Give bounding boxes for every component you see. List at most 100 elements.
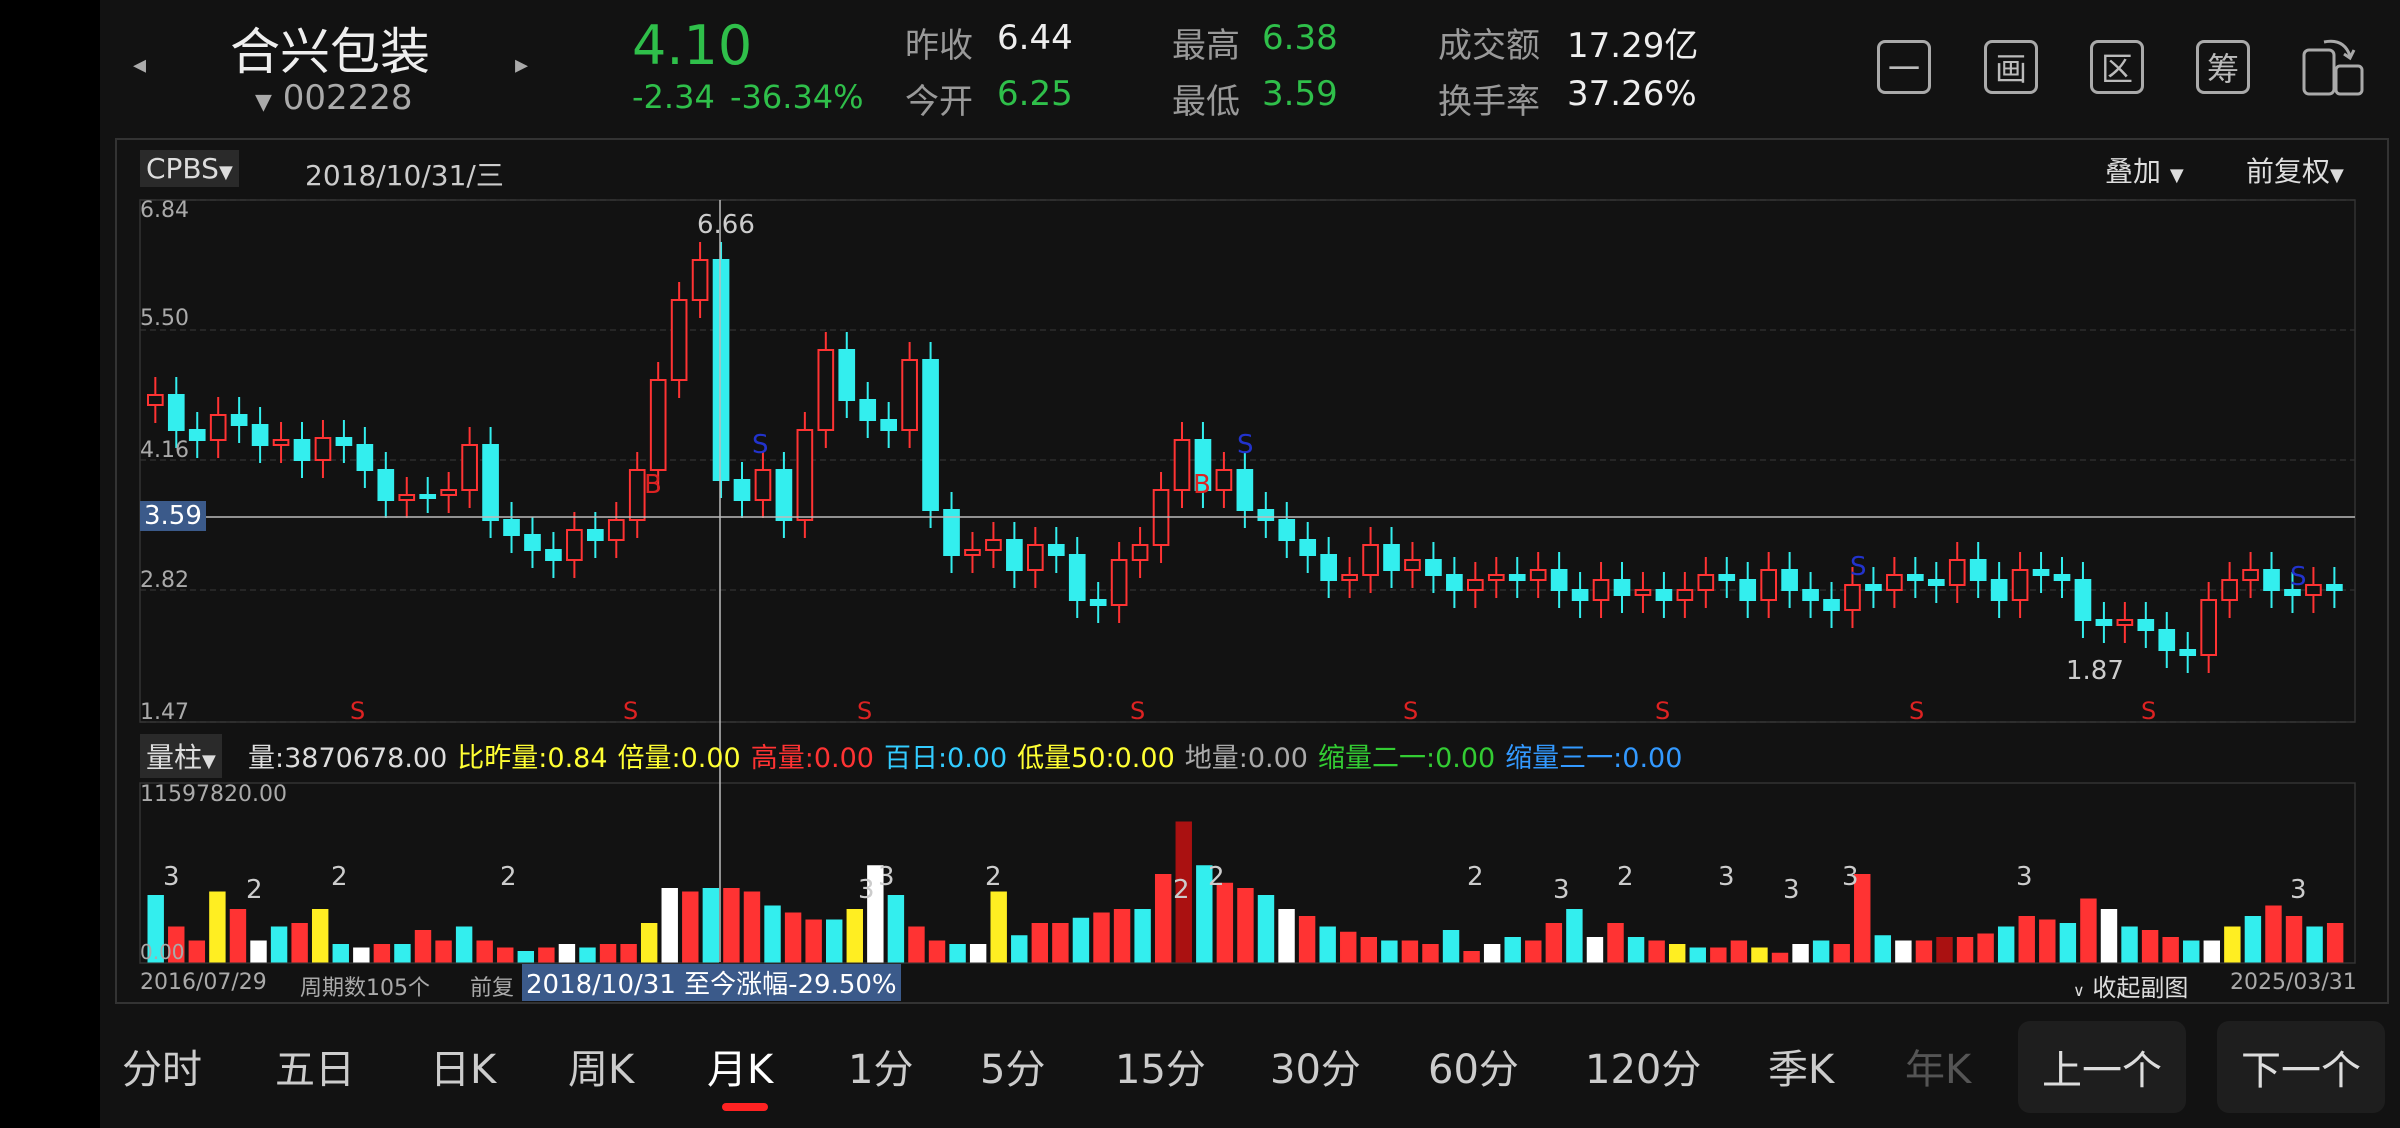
volume-bar (1771, 952, 1789, 963)
tab-15min[interactable]: 15分 (1115, 1047, 1206, 1093)
volume-bar (414, 930, 432, 963)
kline-canvas[interactable] (0, 0, 2400, 1000)
range-tool-button[interactable]: 区 (2090, 40, 2144, 94)
volume-bar (826, 919, 843, 963)
candle-body (796, 429, 814, 521)
volume-indicator-1: 比昨量:0.84 (457, 743, 608, 774)
stock-code-dropdown[interactable]: ▼ 002228 (255, 78, 413, 118)
volume-mark: 2 (331, 862, 348, 892)
collapse-subchart-button[interactable]: ∨ 收起副图 (2073, 974, 2189, 1002)
left-black-strip (0, 0, 100, 1128)
rotate-screen-icon[interactable] (2300, 36, 2366, 102)
volume-bar (599, 944, 617, 963)
volume-bar (497, 947, 514, 963)
line-tool-button[interactable]: 一 (1877, 40, 1931, 94)
volume-bar (1257, 895, 1275, 963)
candle-body (1467, 579, 1484, 591)
volume-bar (2265, 905, 2282, 963)
prev-stock-arrow-icon[interactable]: ◂ (133, 50, 147, 80)
adjust-dropdown[interactable]: 前复权▼ (2246, 155, 2344, 188)
candle-body (922, 359, 939, 511)
volume-bar (969, 944, 987, 963)
volume-bar (1381, 940, 1398, 963)
candle-body (1760, 569, 1778, 601)
tab-monthly[interactable]: 月K (707, 1047, 774, 1093)
candle-body (272, 439, 290, 446)
candle-body (628, 469, 646, 521)
tab-weekly[interactable]: 周K (568, 1047, 635, 1093)
volume-bar (1196, 865, 1213, 963)
tab-yearly[interactable]: 年K (1905, 1047, 1972, 1093)
volume-bar (1792, 944, 1809, 963)
bottom-s-mark: S (1130, 697, 1146, 725)
volume-bar (1854, 874, 1871, 963)
period-tab-bar: 分时 五日 日K 周K 月K 1分 5分 15分 30分 60分 120分 季K… (100, 1015, 2400, 1128)
tab-5min[interactable]: 5分 (980, 1047, 1046, 1093)
tab-120min[interactable]: 120分 (1585, 1047, 1702, 1093)
min-price-label: 1.87 (2066, 656, 2124, 686)
candle-body (1571, 589, 1589, 601)
volume-bar (1278, 909, 1295, 963)
next-stock-arrow-icon[interactable]: ▸ (515, 50, 529, 80)
tab-daily[interactable]: 日K (430, 1047, 497, 1093)
candle-body (1697, 574, 1715, 591)
candle-body (964, 549, 981, 556)
volume-bar (1401, 940, 1419, 963)
candle-body (2242, 569, 2259, 581)
overlay-dropdown[interactable]: 叠加 ▼ (2105, 155, 2184, 188)
sell-signal: S (1237, 430, 1254, 460)
volume-bar (2285, 916, 2303, 963)
candle-body (1068, 554, 1086, 601)
caret-down-icon: ▼ (218, 162, 233, 183)
tab-intraday[interactable]: 分时 (122, 1047, 202, 1093)
next-button[interactable]: 下一个 (2217, 1021, 2385, 1113)
crosshair-price-tag: 3.59 (140, 501, 206, 531)
volume-bar (517, 951, 535, 963)
chips-tool-button[interactable]: 筹 (2196, 40, 2250, 94)
volume-bar (332, 944, 349, 963)
volume-bar (1072, 917, 1090, 963)
candle-body (1718, 574, 1736, 581)
candle-body (1508, 574, 1526, 581)
candle-body (2116, 619, 2134, 626)
indicator-selector[interactable]: CPBS▼ (140, 150, 239, 187)
volume-mark: 2 (1173, 875, 1190, 905)
candle-body (2326, 584, 2343, 591)
candle-body (503, 519, 520, 536)
caret-down-icon: ▼ (255, 90, 272, 115)
candle-body (901, 359, 918, 431)
tab-quarterly[interactable]: 季K (1768, 1047, 1835, 1093)
y-label-2: 5.50 (140, 306, 189, 331)
volume-bar (990, 891, 1007, 963)
volume-bar (2306, 926, 2323, 963)
candle-body (1047, 544, 1065, 556)
candle-body (1341, 574, 1358, 581)
prev-button[interactable]: 上一个 (2018, 1021, 2186, 1113)
volume-indicator-5: 低量50:0.00 (1017, 743, 1175, 774)
tab-five-day[interactable]: 五日 (275, 1047, 355, 1093)
tab-60min[interactable]: 60分 (1428, 1047, 1519, 1093)
tab-1min[interactable]: 1分 (848, 1047, 914, 1093)
candle-body (2221, 579, 2238, 601)
candle-body (2305, 584, 2322, 596)
volume-mark: 2 (1617, 862, 1634, 892)
range-change-info: 2018/10/31 至今涨幅-29.50% (522, 964, 901, 1001)
volume-bar (928, 940, 946, 963)
bottom-s-mark: S (857, 697, 873, 725)
volume-bar (250, 940, 267, 963)
tab-30min[interactable]: 30分 (1270, 1047, 1361, 1093)
bottom-s-mark: S (1403, 697, 1419, 725)
candle-body (1257, 509, 1275, 521)
volume-bar (1812, 940, 1830, 963)
volume-indicator-3: 高量:0.00 (750, 743, 874, 774)
candle-body (1634, 589, 1652, 596)
candle-body (1362, 544, 1379, 576)
volume-indicator-selector[interactable]: 量柱▼ (140, 734, 222, 778)
volume-bar (1668, 944, 1686, 963)
start-date: 2016/07/29 (140, 970, 267, 995)
candle-body (670, 299, 688, 381)
candle-body (1215, 469, 1233, 491)
volume-bar (270, 926, 288, 963)
candle-body (230, 414, 248, 426)
draw-tool-button[interactable]: 画 (1984, 40, 2038, 94)
